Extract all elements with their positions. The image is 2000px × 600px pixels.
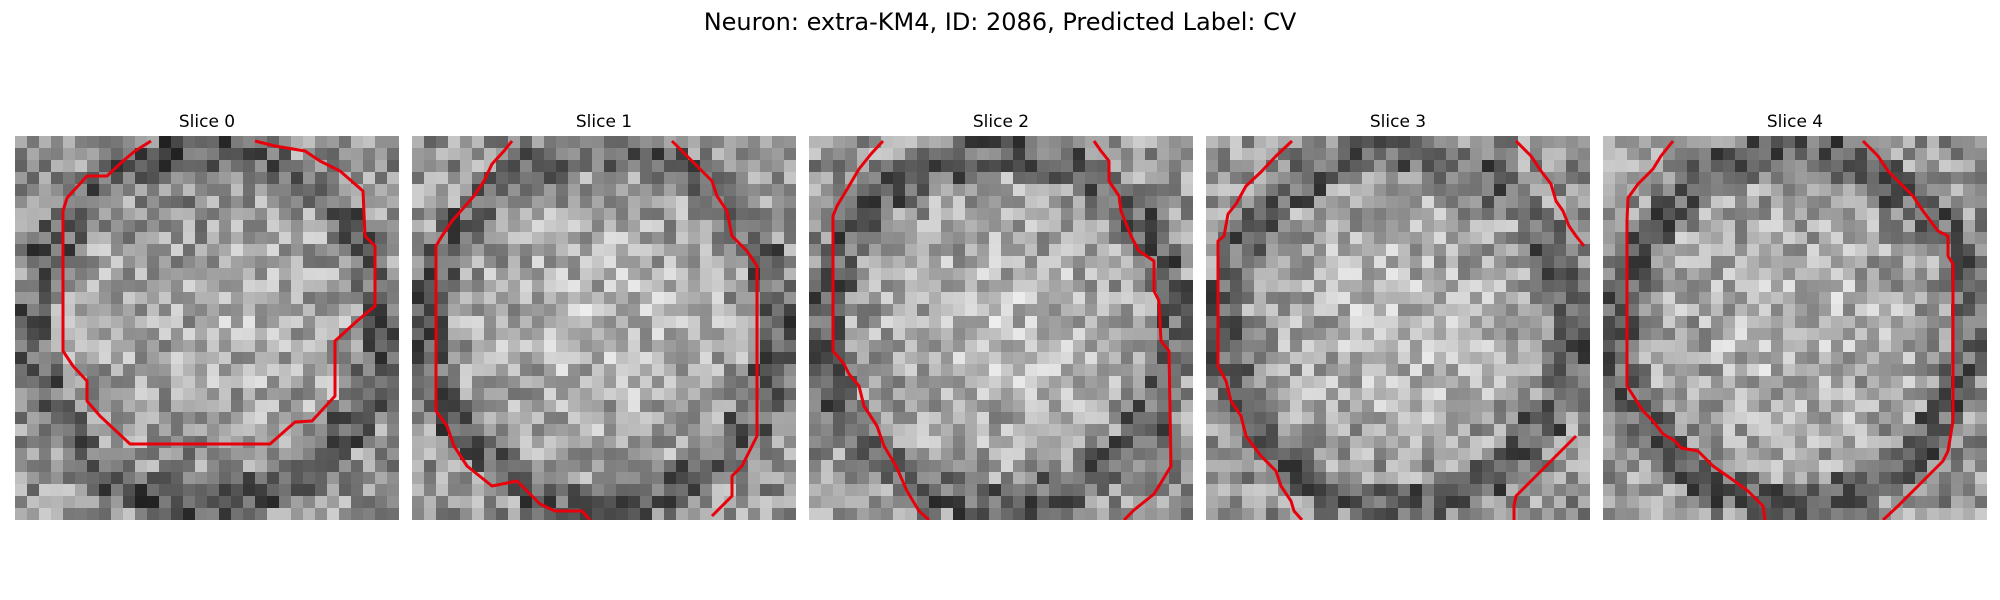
- slice-pixels: [412, 136, 796, 520]
- slice-pixels: [1206, 136, 1590, 520]
- slice-pixels: [809, 136, 1193, 520]
- contour-line-0: [1625, 140, 1767, 520]
- contour-line-1: [1861, 139, 1955, 520]
- contour-line-2: [1512, 434, 1578, 520]
- contour-line-1: [1514, 139, 1586, 247]
- contour-line-0: [831, 139, 931, 520]
- slice-image-2: [809, 136, 1193, 520]
- slice-panel-1: Slice 1: [412, 108, 796, 520]
- slice-pixels: [1603, 136, 1987, 520]
- slice-title-3: Slice 3: [1369, 112, 1427, 132]
- slice-panel-0: Slice 0: [15, 108, 399, 520]
- contour-line-1: [670, 139, 759, 518]
- slice-image-0: [15, 136, 399, 520]
- contour-line-0: [1216, 139, 1304, 520]
- slice-title-0: Slice 0: [178, 112, 236, 132]
- slice-panel-3: Slice 3: [1206, 108, 1590, 520]
- contour-line-0: [61, 139, 377, 446]
- slice-panel-4: Slice 4: [1603, 108, 1987, 520]
- slice-panel-2: Slice 2: [809, 108, 1193, 520]
- slice-image-4: [1603, 136, 1987, 520]
- slice-title-2: Slice 2: [972, 112, 1030, 132]
- slice-title-1: Slice 1: [575, 112, 633, 132]
- slice-image-3: [1206, 136, 1590, 520]
- contour-line-1: [1092, 140, 1173, 520]
- contour-line-0: [434, 140, 592, 520]
- slice-title-4: Slice 4: [1766, 112, 1824, 132]
- slice-pixels: [15, 136, 399, 520]
- figure-title: Neuron: extra-KM4, ID: 2086, Predicted L…: [703, 8, 1297, 36]
- slice-image-1: [412, 136, 796, 520]
